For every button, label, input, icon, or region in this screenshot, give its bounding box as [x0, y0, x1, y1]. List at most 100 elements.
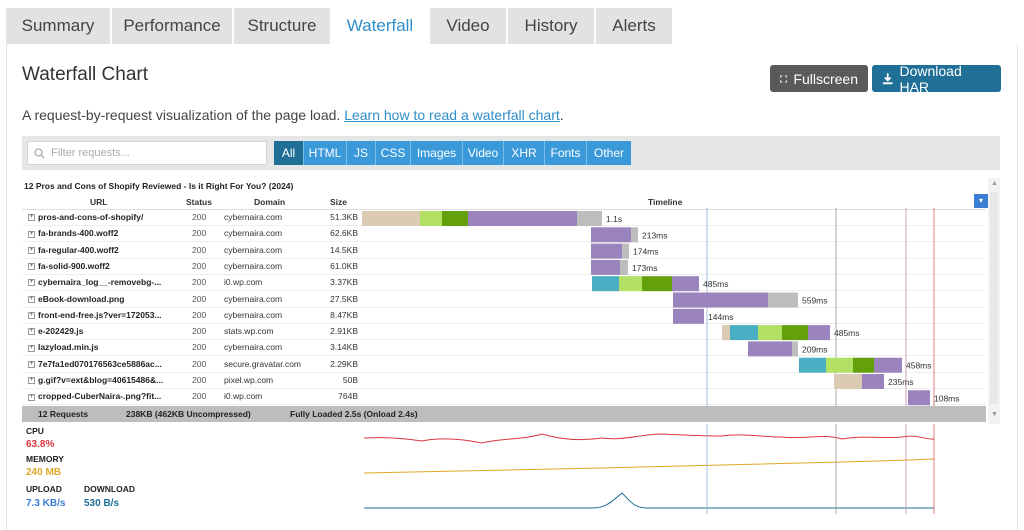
download-har-button[interactable]: Download HAR [872, 63, 1001, 95]
row-url[interactable]: + fa-regular-400.woff2 [28, 244, 119, 255]
table-row[interactable]: + cybernaira_log__-removebg-... 200 i0.wp.c… [22, 275, 986, 292]
row-url[interactable]: + cybernaira_log__-removebg-... [28, 277, 162, 288]
expand-icon[interactable]: + [28, 312, 35, 320]
request-bar-segment[interactable] [748, 341, 792, 357]
request-bar-segment[interactable] [620, 259, 628, 275]
request-bar-segment[interactable] [591, 259, 620, 275]
request-bar-segment[interactable] [362, 211, 420, 226]
request-bar-segment[interactable] [730, 325, 758, 341]
scroll-down-icon[interactable]: ▼ [991, 411, 998, 418]
request-bar-segment[interactable] [834, 374, 862, 389]
learn-waterfall-link[interactable]: Learn how to read a waterfall chart [344, 107, 560, 123]
request-bar-segment[interactable] [673, 308, 704, 324]
tab-alerts[interactable]: Alerts [596, 8, 674, 44]
request-bar-segment[interactable] [619, 276, 642, 292]
expand-icon[interactable]: + [28, 230, 35, 238]
table-row[interactable]: + lazyload.min.js 200 cybernaira.com 3.14KB [22, 340, 986, 357]
timeline-options-icon[interactable]: ▾ [974, 194, 988, 208]
expand-icon[interactable]: + [28, 246, 35, 254]
request-bar-segment[interactable] [874, 357, 902, 373]
tab-performance[interactable]: Performance [112, 8, 234, 44]
filter-xhr-button[interactable]: XHR [504, 141, 545, 165]
scroll-thumb[interactable] [990, 192, 998, 404]
row-url[interactable]: + eBook-download.png [28, 293, 125, 304]
filter-images-button[interactable]: Images [411, 141, 463, 165]
filter-html-button[interactable]: HTML [304, 141, 347, 165]
row-url[interactable]: + fa-brands-400.woff2 [28, 228, 119, 239]
fullscreen-button[interactable]: Fullscreen [770, 65, 868, 92]
tab-waterfall[interactable]: Waterfall [332, 8, 430, 44]
tab-history[interactable]: History [508, 8, 596, 44]
expand-icon[interactable]: + [28, 377, 35, 385]
request-bar-segment[interactable] [826, 357, 853, 373]
request-bar-segment[interactable] [792, 341, 798, 357]
request-bar-segment[interactable] [592, 276, 619, 292]
request-bar-segment[interactable] [591, 227, 631, 243]
expand-icon[interactable]: + [28, 344, 35, 352]
table-row[interactable]: + g.gif?v=ext&blog=40615486&... 200 pixel.w… [22, 373, 986, 389]
expand-icon[interactable]: + [28, 328, 35, 336]
expand-icon[interactable]: + [28, 279, 35, 287]
header-size[interactable]: Size [330, 197, 348, 207]
request-bar-segment[interactable] [442, 211, 468, 226]
expand-icon[interactable]: + [28, 214, 35, 222]
row-url[interactable]: + e-202429.js [28, 326, 84, 337]
expand-icon[interactable]: + [28, 295, 35, 303]
tab-summary[interactable]: Summary [6, 8, 112, 44]
request-bar-segment[interactable] [622, 243, 629, 259]
row-url[interactable]: +7e7fa1ed070176563ce5886ac... [28, 358, 162, 369]
request-duration-label: 485ms [703, 279, 729, 289]
request-bar-segment[interactable] [722, 325, 730, 341]
tab-video[interactable]: Video [430, 8, 508, 44]
row-url[interactable]: + front-end-free.js?ver=172053... [28, 309, 162, 320]
request-bar-segment[interactable] [673, 292, 768, 308]
request-bar-segment[interactable] [672, 276, 699, 292]
request-bar-segment[interactable] [591, 243, 622, 259]
request-duration-label: 485ms [834, 328, 860, 338]
table-row[interactable]: + fa-solid-900.woff2 200 cybernaira.com 61.0… [22, 259, 986, 275]
table-row[interactable]: + fa-regular-400.woff2 200 cybernaira.com 14… [22, 243, 986, 259]
row-url[interactable]: + g.gif?v=ext&blog=40615486&... [28, 375, 164, 385]
waterfall-scrollbar[interactable]: ▲ ▼ [988, 178, 1000, 424]
filter-search-input[interactable]: Filter requests... [27, 141, 267, 165]
table-row[interactable]: + front-end-free.js?ver=172053... 200 cyber… [22, 308, 986, 324]
row-url[interactable]: + lazyload.min.js [28, 342, 99, 353]
expand-icon[interactable]: + [28, 263, 35, 271]
request-bar-segment[interactable] [782, 325, 808, 341]
request-bar-segment[interactable] [908, 390, 930, 406]
scroll-up-icon[interactable]: ▲ [991, 180, 998, 187]
table-row[interactable]: + eBook-download.png 200 cybernaira.com 27.5… [22, 292, 986, 308]
filter-other-button[interactable]: Other [587, 141, 631, 165]
request-bar-segment[interactable] [853, 357, 874, 373]
request-bar-segment[interactable] [862, 374, 884, 389]
request-bar-segment[interactable] [758, 325, 782, 341]
filter-js-button[interactable]: JS [347, 141, 376, 165]
filter-fonts-button[interactable]: Fonts [545, 141, 587, 165]
filter-css-button[interactable]: CSS [376, 141, 411, 165]
header-status[interactable]: Status [186, 197, 212, 207]
request-bar-segment[interactable] [577, 211, 602, 226]
request-bar-segment[interactable] [642, 276, 672, 292]
request-bar-segment[interactable] [799, 357, 826, 373]
row-url[interactable]: + pros-and-cons-of-shopify/ [28, 212, 144, 222]
request-bar-segment[interactable] [631, 227, 638, 243]
table-row[interactable]: + e-202429.js 200 stats.wp.com 2.91KB [22, 324, 986, 341]
row-url[interactable]: + fa-solid-900.woff2 [28, 260, 110, 271]
header-domain[interactable]: Domain [254, 197, 286, 207]
table-row[interactable]: +7e7fa1ed070176563ce5886ac... 200 secure.g… [22, 357, 986, 373]
table-row[interactable]: + cropped-CuberNaira-.png?fit... 200 i0.wp.… [22, 389, 986, 406]
tab-structure[interactable]: Structure [234, 8, 332, 44]
request-bar-segment[interactable] [420, 211, 442, 226]
filter-all-button[interactable]: All [274, 141, 304, 165]
table-row[interactable]: + fa-brands-400.woff2 200 cybernaira.com 62.… [22, 226, 986, 243]
expand-icon[interactable]: + [28, 360, 35, 368]
summary-requests: 12 Requests [38, 409, 89, 419]
header-url[interactable]: URL [90, 197, 108, 207]
request-bar-segment[interactable] [808, 325, 830, 341]
expand-icon[interactable]: + [28, 393, 35, 401]
filter-video-button[interactable]: Video [463, 141, 504, 165]
request-bar-segment[interactable] [468, 211, 577, 226]
request-bar-segment[interactable] [768, 292, 798, 308]
header-timeline[interactable]: Timeline [648, 197, 683, 207]
row-url[interactable]: + cropped-CuberNaira-.png?fit... [28, 391, 162, 402]
